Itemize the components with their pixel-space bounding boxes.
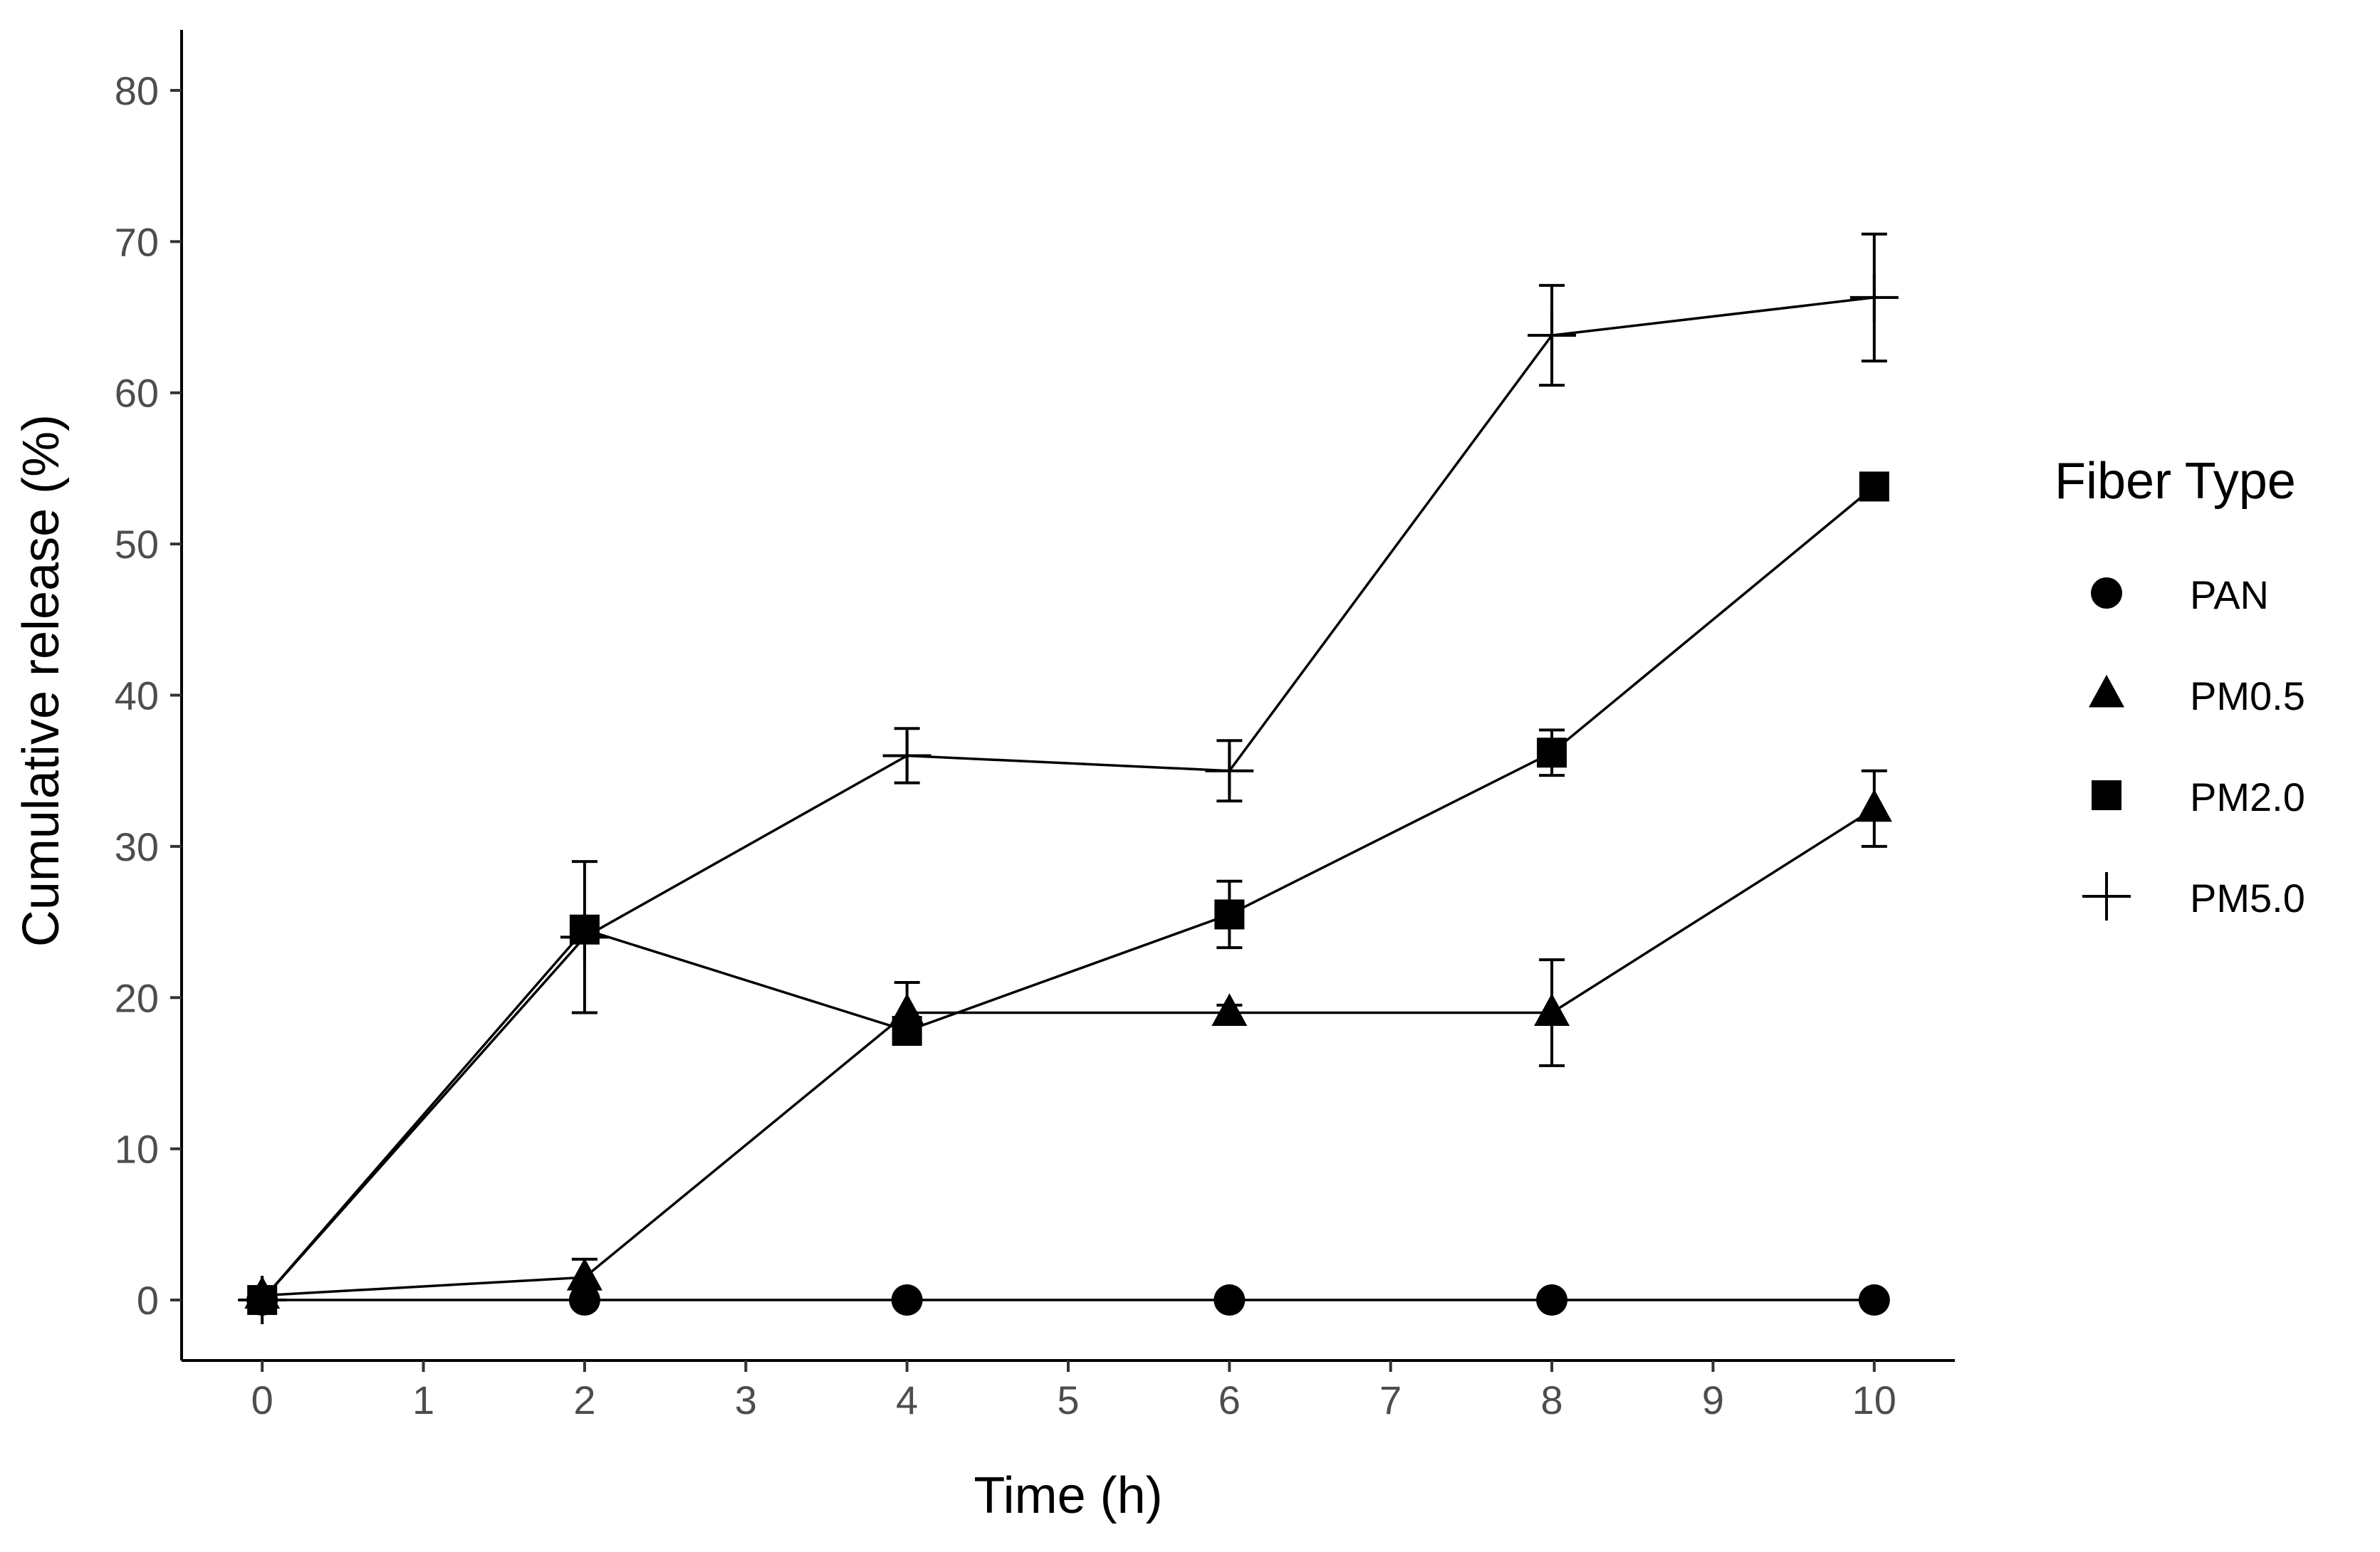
y-tick-label: 80 bbox=[115, 68, 159, 113]
data-point-pm50 bbox=[560, 913, 609, 962]
series-line-pm20 bbox=[261, 486, 1875, 1301]
legend-label-pan: PAN bbox=[2190, 572, 2269, 617]
x-axis-title: Time (h) bbox=[974, 1467, 1162, 1524]
data-point-pm20 bbox=[1859, 471, 1889, 502]
y-tick-label: 20 bbox=[115, 975, 159, 1020]
data-point-pm05 bbox=[1856, 789, 1892, 822]
x-tick-label: 9 bbox=[1702, 1378, 1724, 1422]
legend-key-pm05 bbox=[2089, 674, 2124, 708]
legend: Fiber Type PAN PM0.5 PM2.0 PM5.0 bbox=[2055, 453, 2305, 921]
x-tick-label: 2 bbox=[573, 1378, 595, 1422]
y-tick-label: 50 bbox=[115, 522, 159, 567]
legend-title: Fiber Type bbox=[2055, 453, 2296, 510]
data-point-pan bbox=[1536, 1284, 1568, 1316]
legend-item-pan: PAN bbox=[2091, 572, 2269, 617]
data-point-pm50 bbox=[238, 1276, 287, 1325]
y-tick-label: 30 bbox=[115, 824, 159, 869]
x-tick-label: 5 bbox=[1057, 1378, 1079, 1422]
data-point-pm05 bbox=[1211, 993, 1248, 1026]
data-point-pm50 bbox=[882, 731, 931, 780]
x-tick-label: 6 bbox=[1218, 1378, 1241, 1422]
series-pan bbox=[246, 1284, 1890, 1316]
y-tick-label: 60 bbox=[115, 371, 159, 416]
series-line-pm50 bbox=[261, 296, 1875, 1301]
y-tick-label: 0 bbox=[137, 1278, 159, 1323]
data-point-pm05 bbox=[566, 1257, 602, 1291]
x-tick-label: 7 bbox=[1379, 1378, 1402, 1422]
x-tick-label: 4 bbox=[896, 1378, 918, 1422]
data-point-pan bbox=[568, 1284, 600, 1316]
data-point-pan bbox=[1858, 1284, 1890, 1316]
data-point-pm50 bbox=[1528, 311, 1577, 360]
x-tick-label: 1 bbox=[412, 1378, 434, 1422]
data-point-pm50 bbox=[1849, 273, 1899, 322]
legend-label-pm50: PM5.0 bbox=[2190, 876, 2305, 921]
series-layer bbox=[238, 232, 1899, 1325]
y-tick-label: 10 bbox=[115, 1127, 159, 1172]
legend-item-pm20: PM2.0 bbox=[2092, 775, 2305, 819]
data-point-pm20 bbox=[1214, 899, 1245, 930]
legend-key-pm50 bbox=[2082, 872, 2131, 921]
x-tick-label: 8 bbox=[1541, 1378, 1563, 1422]
legend-label-pm05: PM0.5 bbox=[2190, 673, 2305, 718]
series-pm20 bbox=[247, 471, 1889, 1316]
axes: 0 1 2 3 4 5 6 7 8 9 10 0 10 20 30 40 50 60 70 80 bbox=[115, 30, 1955, 1422]
series-line-pm05 bbox=[262, 807, 1875, 1297]
legend-key-pm20 bbox=[2092, 780, 2121, 810]
legend-item-pm50: PM5.0 bbox=[2082, 872, 2305, 921]
data-point-pm05 bbox=[1534, 993, 1570, 1026]
y-axis-title: Cumulative release (%) bbox=[13, 414, 70, 947]
y-tick-label: 70 bbox=[115, 219, 159, 264]
data-point-pm20 bbox=[892, 1015, 922, 1046]
data-point-pm50 bbox=[1205, 746, 1254, 795]
legend-key-pan bbox=[2091, 577, 2122, 609]
data-point-pan bbox=[1214, 1284, 1246, 1316]
x-tick-label: 3 bbox=[735, 1378, 757, 1422]
series-pm50 bbox=[238, 232, 1899, 1325]
x-tick-label: 10 bbox=[1852, 1378, 1896, 1422]
series-pm05 bbox=[244, 769, 1892, 1309]
x-tick-label: 0 bbox=[251, 1378, 273, 1422]
data-point-pm20 bbox=[1537, 738, 1567, 768]
data-point-pan bbox=[891, 1284, 923, 1316]
legend-label-pm20: PM2.0 bbox=[2190, 775, 2305, 819]
y-tick-label: 40 bbox=[115, 673, 159, 718]
legend-item-pm05: PM0.5 bbox=[2089, 673, 2305, 718]
